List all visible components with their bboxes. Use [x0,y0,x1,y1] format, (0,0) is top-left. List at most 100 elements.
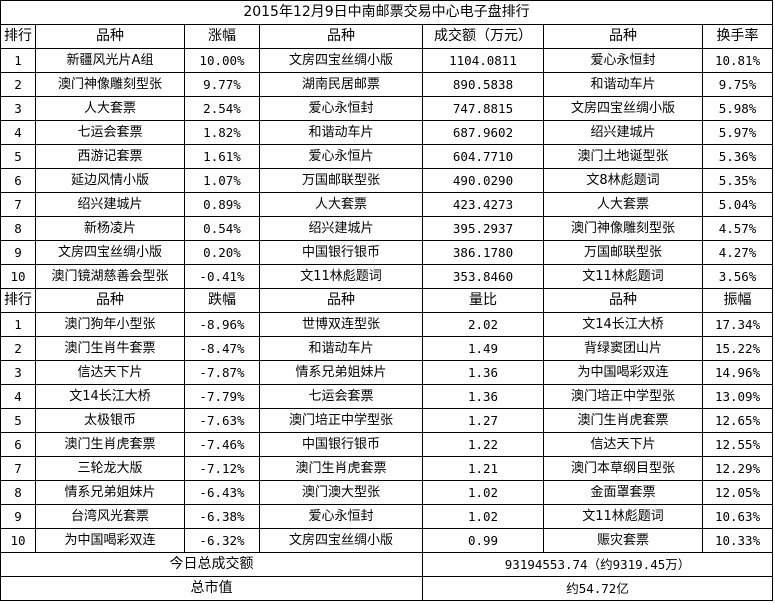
cell-rank: 5 [0,408,36,433]
cell-value: 2.02 [422,312,544,337]
gainers-table-row: 5 西游记套票 1.61% 爱心永恒片 604.7710 澳门土地诞型张 5.36% [0,144,774,169]
gainers-table-row: 1 新疆风光片A组 10.00% 文房四宝丝绸小版 1104.0811 爱心永恒封 10.8… [0,48,774,73]
cell-name: 信达天下片 [543,432,703,457]
gainers-table-row: 10 澳门镜湖慈善会型张 -0.41% 文11林彪题词 353.8460 文11林彪题词 3… [0,264,774,289]
cell-rank: 6 [0,432,36,457]
cell-name: 澳门镜湖慈善会型张 [35,264,185,289]
cell-rank: 5 [0,144,36,169]
column-header: 品种 [35,24,185,49]
cell-value: 12.29% [701,456,774,481]
cell-value: 12.05% [701,480,774,505]
cell-rank: 1 [0,312,36,337]
cell-value: 10.00% [184,48,260,73]
cell-name: 爱心永恒片 [259,144,423,169]
cell-value: 1.21 [422,456,544,481]
column-header: 品种 [543,24,703,49]
cell-name: 绍兴建城片 [35,192,185,217]
cell-name: 情系兄弟姐妹片 [259,360,423,385]
column-header: 成交额（万元） [422,24,544,49]
cell-value: 1.07% [184,168,260,193]
total-turnover-value: 93194553.74（约9319.45万） [421,552,774,577]
cell-value: 13.09% [701,384,774,409]
cell-name: 新疆风光片A组 [35,48,185,73]
cell-rank: 2 [0,336,36,361]
cell-name: 文房四宝丝绸小版 [35,240,185,265]
cell-rank: 6 [0,168,36,193]
cell-name: 万国邮联型张 [543,240,703,265]
cell-rank: 3 [0,360,36,385]
losers-table-row: 6 澳门生肖虎套票 -7.46% 中国银行银币 1.22 信达天下片 12.55% [0,432,774,457]
market-cap-row: 总市值 约54.72亿 [0,576,774,601]
cell-name: 为中国喝彩双连 [35,528,185,553]
cell-value: 1.61% [184,144,260,169]
cell-value: 5.04% [701,192,774,217]
cell-name: 背绿窦团山片 [543,336,703,361]
cell-value: 5.35% [701,168,774,193]
cell-name: 澳门神像雕刻型张 [543,216,703,241]
cell-value: 1.02 [422,504,544,529]
cell-name: 文房四宝丝绸小版 [543,96,703,121]
cell-name: 新杨凌片 [35,216,185,241]
cell-value: 423.4273 [422,192,544,217]
total-turnover-row: 今日总成交额 93194553.74（约9319.45万） [0,552,774,577]
losers-table-row: 3 信达天下片 -7.87% 情系兄弟姐妹片 1.36 为中国喝彩双连 14.96% [0,360,774,385]
cell-name: 文房四宝丝绸小版 [259,48,423,73]
cell-value: 4.27% [701,240,774,265]
cell-name: 人大套票 [259,192,423,217]
column-header: 涨幅 [184,24,260,49]
cell-name: 澳门生肖虎套票 [259,456,423,481]
cell-value: 0.20% [184,240,260,265]
cell-name: 七运会套票 [259,384,423,409]
cell-rank: 9 [0,504,36,529]
cell-name: 澳门神像雕刻型张 [35,72,185,97]
cell-value: 386.1780 [422,240,544,265]
cell-value: 0.89% [184,192,260,217]
gainers-table-row: 3 人大套票 2.54% 爱心永恒封 747.8815 文房四宝丝绸小版 5.98% [0,96,774,121]
cell-name: 文11林彪题词 [259,264,423,289]
gainers-table-row: 7 绍兴建城片 0.89% 人大套票 423.4273 人大套票 5.04% [0,192,774,217]
cell-name: 绍兴建城片 [259,216,423,241]
cell-name: 太极银币 [35,408,185,433]
cell-value: 747.8815 [422,96,544,121]
cell-name: 澳门澳大型张 [259,480,423,505]
column-header: 排行 [0,24,36,49]
cell-value: 1.22 [422,432,544,457]
cell-value: 15.22% [701,336,774,361]
cell-value: -7.87% [184,360,260,385]
market-cap-label: 总市值 [0,576,423,601]
cell-rank: 10 [0,528,36,553]
cell-name: 爱心永恒封 [259,504,423,529]
column-header: 排行 [0,288,36,313]
cell-rank: 9 [0,240,36,265]
cell-name: 人大套票 [35,96,185,121]
cell-name: 和谐动车片 [543,72,703,97]
cell-value: 0.54% [184,216,260,241]
cell-value: -8.96% [184,312,260,337]
cell-name: 三轮龙大版 [35,456,185,481]
cell-name: 澳门土地诞型张 [543,144,703,169]
losers-table-row: 9 台湾风光套票 -6.38% 爱心永恒封 1.02 文11林彪题词 10.63% [0,504,774,529]
cell-value: 1.02 [422,480,544,505]
cell-value: 353.8460 [422,264,544,289]
column-header: 品种 [35,288,185,313]
cell-name: 为中国喝彩双连 [543,360,703,385]
gainers-table-row: 9 文房四宝丝绸小版 0.20% 中国银行银币 386.1780 万国邮联型张 4.27% [0,240,774,265]
losers-header-row: 排行 品种 跌幅 品种 量比 品种 振幅 [0,288,774,313]
cell-value: 1104.0811 [422,48,544,73]
losers-table-row: 2 澳门生肖牛套票 -8.47% 和谐动车片 1.49 背绿窦团山片 15.22% [0,336,774,361]
cell-value: 687.9602 [422,120,544,145]
cell-name: 和谐动车片 [259,336,423,361]
cell-value: 490.0290 [422,168,544,193]
cell-name: 万国邮联型张 [259,168,423,193]
cell-name: 澳门生肖牛套票 [35,336,185,361]
cell-name: 台湾风光套票 [35,504,185,529]
cell-value: 5.97% [701,120,774,145]
cell-value: 3.56% [701,264,774,289]
cell-value: 10.33% [701,528,774,553]
cell-name: 中国银行银币 [259,240,423,265]
gainers-header-row: 排行 品种 涨幅 品种 成交额（万元） 品种 换手率 [0,24,774,49]
cell-value: 890.5838 [422,72,544,97]
title-row: 2015年12月9日中南邮票交易中心电子盘排行 [0,0,774,25]
cell-value: 395.2937 [422,216,544,241]
